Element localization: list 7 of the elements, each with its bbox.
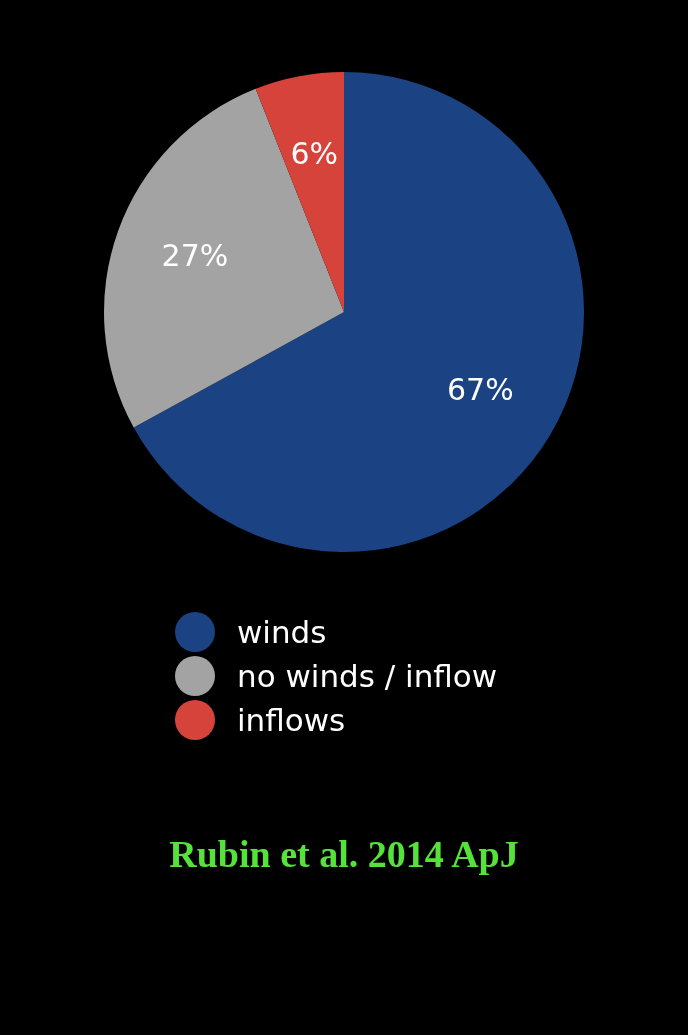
text: Rubin et al. 2014 ApJ bbox=[168, 832, 520, 876]
legend-label: no winds / inflow bbox=[237, 658, 498, 694]
data-label: 27% bbox=[161, 238, 229, 274]
data-label: 67% bbox=[447, 372, 514, 408]
data-label: 6% bbox=[290, 136, 339, 172]
legend-label: inflows bbox=[237, 702, 346, 738]
legend-label: winds bbox=[237, 614, 327, 650]
